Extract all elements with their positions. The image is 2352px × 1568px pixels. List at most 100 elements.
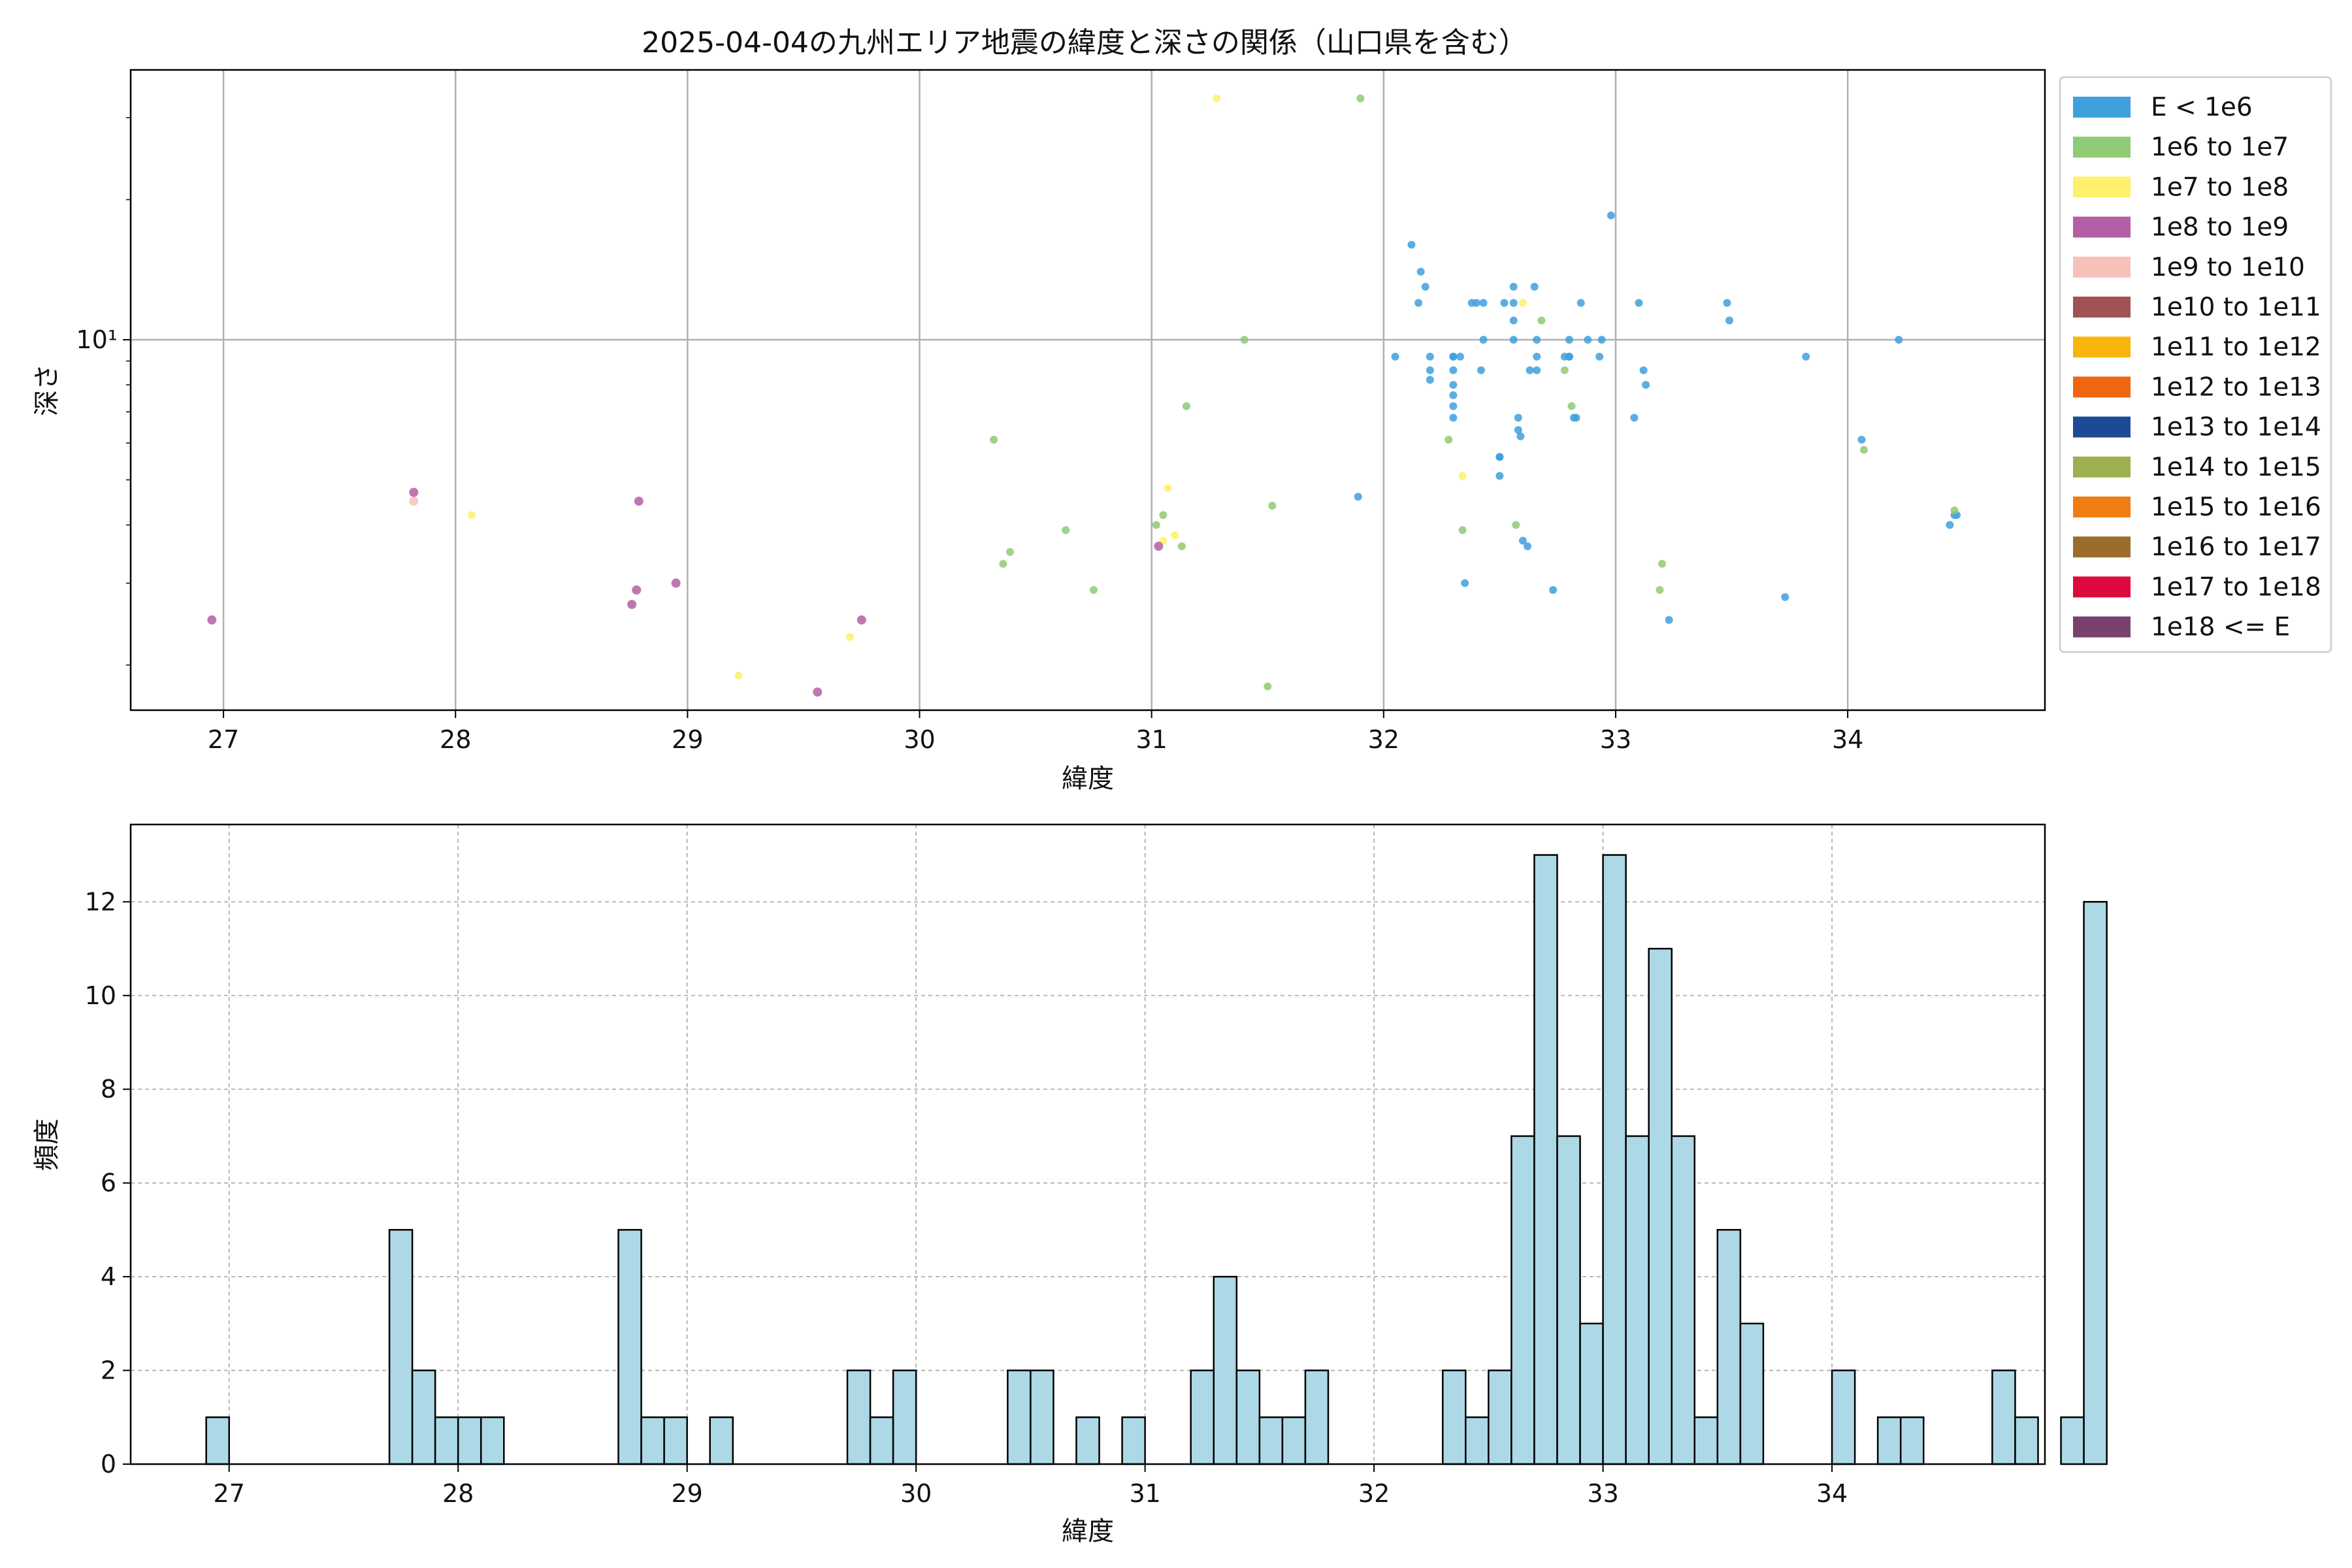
legend-label: 1e11 to 1e12	[2151, 333, 2321, 362]
scatter-point	[734, 671, 743, 679]
scatter-point	[1597, 336, 1606, 344]
scatter-point	[1576, 299, 1585, 307]
scatter-point	[1477, 366, 1485, 374]
scatter-point	[627, 600, 637, 610]
scatter-point	[1391, 352, 1399, 361]
scatter-point	[1449, 414, 1458, 422]
scatter-point	[1407, 240, 1416, 249]
scatter-point	[1859, 446, 1868, 454]
histogram-bar	[1876, 1416, 1902, 1465]
legend-label: 1e8 to 1e9	[2151, 213, 2289, 242]
legend-label: 1e15 to 1e16	[2151, 493, 2321, 522]
histogram-y-tick-label: 0	[101, 1450, 116, 1478]
histogram-bar	[1488, 1369, 1512, 1465]
scatter-point	[1509, 336, 1518, 344]
scatter-point	[1445, 435, 1453, 444]
histogram-ticks: 27 28 29 30 31 32 33 34 0 2 4 6 8 10 12	[85, 887, 1848, 1508]
scatter-point	[1567, 402, 1576, 410]
scatter-point	[1461, 579, 1469, 587]
scatter-x-tick-label: 27	[208, 725, 239, 754]
scatter-point	[1458, 526, 1467, 534]
legend-swatch	[2073, 176, 2131, 198]
scatter-point	[1164, 484, 1172, 493]
scatter-point	[1182, 402, 1190, 410]
histogram-bar	[1213, 1275, 1238, 1465]
scatter-point	[1495, 472, 1504, 480]
legend-swatch	[2073, 297, 2131, 318]
scatter-x-tick-label: 33	[1600, 725, 1631, 754]
scatter-point	[1524, 542, 1532, 551]
scatter-point	[1159, 511, 1168, 519]
histogram-bar	[869, 1416, 894, 1465]
scatter-point	[1509, 316, 1518, 325]
scatter-point	[1526, 366, 1534, 374]
histogram-bar	[1281, 1416, 1307, 1465]
legend-swatch	[2073, 336, 2131, 358]
scatter-point	[1514, 414, 1522, 422]
scatter-point	[207, 615, 217, 625]
legend: E < 1e6 1e6 to 1e7 1e7 to 1e8 1e8 to 1e9 1e9…	[2059, 76, 2332, 653]
scatter-point	[1584, 336, 1592, 344]
scatter-x-tick-label: 29	[672, 725, 703, 754]
histogram-bar	[1602, 854, 1627, 1465]
scatter-point	[845, 632, 854, 641]
legend-swatch	[2073, 616, 2131, 638]
scatter-point	[1416, 267, 1425, 276]
scatter-point	[671, 578, 681, 588]
histogram-bar	[1121, 1416, 1146, 1465]
scatter-point	[1723, 299, 1731, 307]
histogram-bar	[1304, 1369, 1330, 1465]
histogram-y-tick-label: 10	[85, 981, 116, 1010]
scatter-point	[1537, 316, 1546, 325]
histogram-y-tick-label: 4	[101, 1262, 116, 1291]
histogram-bar	[480, 1416, 505, 1465]
histogram-bars	[205, 854, 2108, 1465]
scatter-point	[1268, 502, 1277, 510]
histogram-y-tick-label: 2	[101, 1356, 116, 1385]
histogram-bar	[709, 1416, 734, 1465]
scatter-point	[999, 560, 1007, 568]
histogram-bar	[1579, 1322, 1604, 1465]
histogram-bar	[1465, 1416, 1490, 1465]
histogram-bar	[1625, 1135, 1650, 1465]
scatter-point	[1426, 352, 1434, 361]
scatter-point	[1518, 536, 1527, 545]
legend-label: 1e9 to 1e10	[2151, 253, 2305, 282]
histogram-bar	[663, 1416, 688, 1465]
legend-label: 1e18 <= E	[2151, 613, 2290, 642]
histogram-bar	[411, 1369, 436, 1465]
histogram-bar	[1235, 1369, 1261, 1465]
scatter-point	[1658, 560, 1666, 568]
scatter-gridlines	[131, 70, 2045, 710]
legend-frame	[2059, 76, 2332, 653]
scatter-point	[1560, 366, 1569, 374]
histogram-bar	[1441, 1369, 1467, 1465]
scatter-x-tick-label: 28	[440, 725, 471, 754]
histogram-bar	[1075, 1416, 1100, 1465]
scatter-point	[1472, 299, 1480, 307]
histogram-bar	[640, 1416, 665, 1465]
scatter-point	[1895, 336, 1903, 344]
scatter-point	[1449, 352, 1458, 361]
legend-swatch	[2073, 456, 2131, 478]
histogram-bar	[1007, 1369, 1032, 1465]
scatter-point	[1414, 299, 1423, 307]
scatter-point	[1177, 542, 1186, 551]
scatter-y-tick-label: 10¹	[76, 325, 118, 354]
scatter-points	[207, 94, 1961, 697]
legend-label: 1e6 to 1e7	[2151, 133, 2289, 162]
histogram-bar	[205, 1416, 230, 1465]
histogram-bar	[1991, 1369, 2016, 1465]
histogram-bar	[1671, 1135, 1696, 1465]
scatter-plot-frame	[129, 69, 2046, 711]
scatter-point	[1565, 352, 1573, 361]
scatter-point	[634, 497, 644, 506]
histogram-bar	[1030, 1369, 1054, 1465]
scatter-point	[1656, 586, 1664, 595]
histogram-bar	[846, 1369, 872, 1465]
scatter-point	[1950, 506, 1959, 515]
legend-swatch	[2073, 416, 2131, 438]
scatter-y-axis-label: 深さ	[32, 364, 62, 416]
scatter-point	[1549, 586, 1558, 595]
